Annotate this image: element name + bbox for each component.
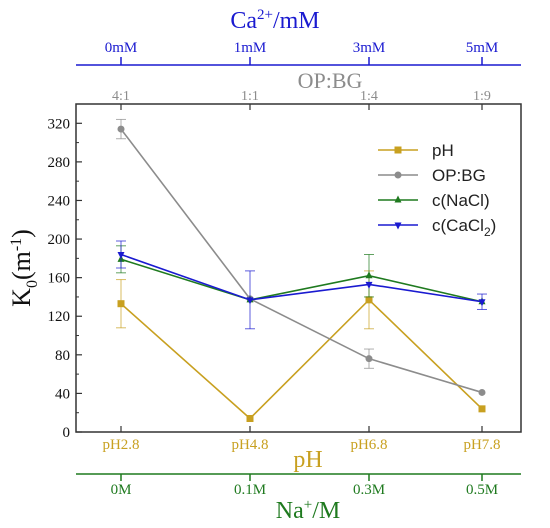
plot-frame: [75, 103, 522, 433]
series-1: [116, 118, 486, 396]
opbg-axis-title: OP:BG: [298, 68, 363, 93]
series-0-point: [365, 296, 373, 304]
y-tick-label: 0: [63, 425, 71, 441]
series-2: [116, 245, 486, 305]
y-tick-label: 280: [48, 155, 71, 171]
opbg-tick-label: 4:1: [112, 89, 130, 104]
opbg-tick-label: 1:4: [360, 89, 378, 104]
series-3-point: [246, 297, 254, 305]
series-line: [120, 253, 483, 303]
na-tick-label: 0.5M: [466, 482, 498, 498]
y-tick-label: 160: [48, 271, 71, 287]
series-1-point: [478, 388, 486, 396]
legend: pH OP:BG c(NaCl) c(CaCl2): [378, 141, 496, 239]
ph-tick-label: pH4.8: [231, 437, 268, 453]
series-2-point: [365, 271, 373, 279]
legend-2-point: [394, 195, 402, 203]
legend-1-point: [394, 171, 402, 179]
series-0-point: [117, 300, 125, 308]
y-axis-title: K0(m-1): [7, 229, 41, 307]
ca-axis-title: Ca2+/mM: [230, 7, 319, 34]
ph-tick-label: pH7.8: [463, 437, 500, 453]
series-layer: [116, 118, 487, 422]
series-1-point: [365, 355, 373, 363]
y-tick-label: 200: [48, 232, 71, 248]
ca-axis-ticks: 0mM 1mM 3mM 5mM: [105, 40, 499, 65]
series-3-point: [117, 251, 125, 259]
ca-tick-label: 0mM: [105, 40, 138, 56]
series-3-point: [365, 281, 373, 289]
na-tick-label: 0.3M: [353, 482, 385, 498]
ph-axis-title: pH: [293, 447, 322, 473]
legend-label: c(CaCl2): [432, 216, 496, 239]
ca-tick-label: 1mM: [234, 40, 267, 56]
ph-tick-label: pH2.8: [102, 437, 139, 453]
opbg-tick-label: 1:9: [473, 89, 491, 104]
y-tick-label: 240: [48, 193, 71, 209]
opbg-tick-label: 1:1: [241, 89, 259, 104]
na-tick-label: 0.1M: [234, 482, 266, 498]
series-0-point: [246, 414, 254, 422]
frame-top-ticks: [120, 104, 483, 432]
series-1-point: [117, 125, 125, 133]
legend-label: pH: [432, 141, 454, 160]
ph-tick-label: pH6.8: [350, 437, 387, 453]
ca-tick-label: 3mM: [353, 40, 386, 56]
legend-label: OP:BG: [432, 166, 486, 185]
legend-3-point: [394, 222, 402, 230]
y-tick-label: 40: [55, 386, 70, 402]
series-line: [120, 258, 483, 303]
y-axis-ticks: 0 40 80 120 160 200 240 280 320: [48, 116, 82, 441]
ca-tick-label: 5mM: [466, 40, 499, 56]
series-line: [120, 298, 483, 420]
series-0-point: [478, 405, 486, 413]
opbg-axis-ticks: 4:1 1:1 1:4 1:9: [112, 89, 491, 104]
na-tick-label: 0M: [111, 482, 132, 498]
series-3-point: [478, 299, 486, 307]
y-tick-label: 80: [55, 348, 70, 364]
legend-label: c(NaCl): [432, 191, 490, 210]
series-0: [116, 270, 486, 422]
series-3: [116, 240, 487, 330]
y-tick-label: 320: [48, 116, 71, 132]
legend-0-point: [394, 146, 402, 154]
y-tick-label: 120: [48, 309, 71, 325]
na-axis-ticks: 0M 0.1M 0.3M 0.5M: [111, 474, 498, 498]
series-line: [120, 128, 483, 394]
ph-axis-ticks: pH2.8 pH4.8 pH6.8 pH7.8: [102, 437, 500, 453]
na-axis-title: Na+/M: [276, 497, 340, 524]
